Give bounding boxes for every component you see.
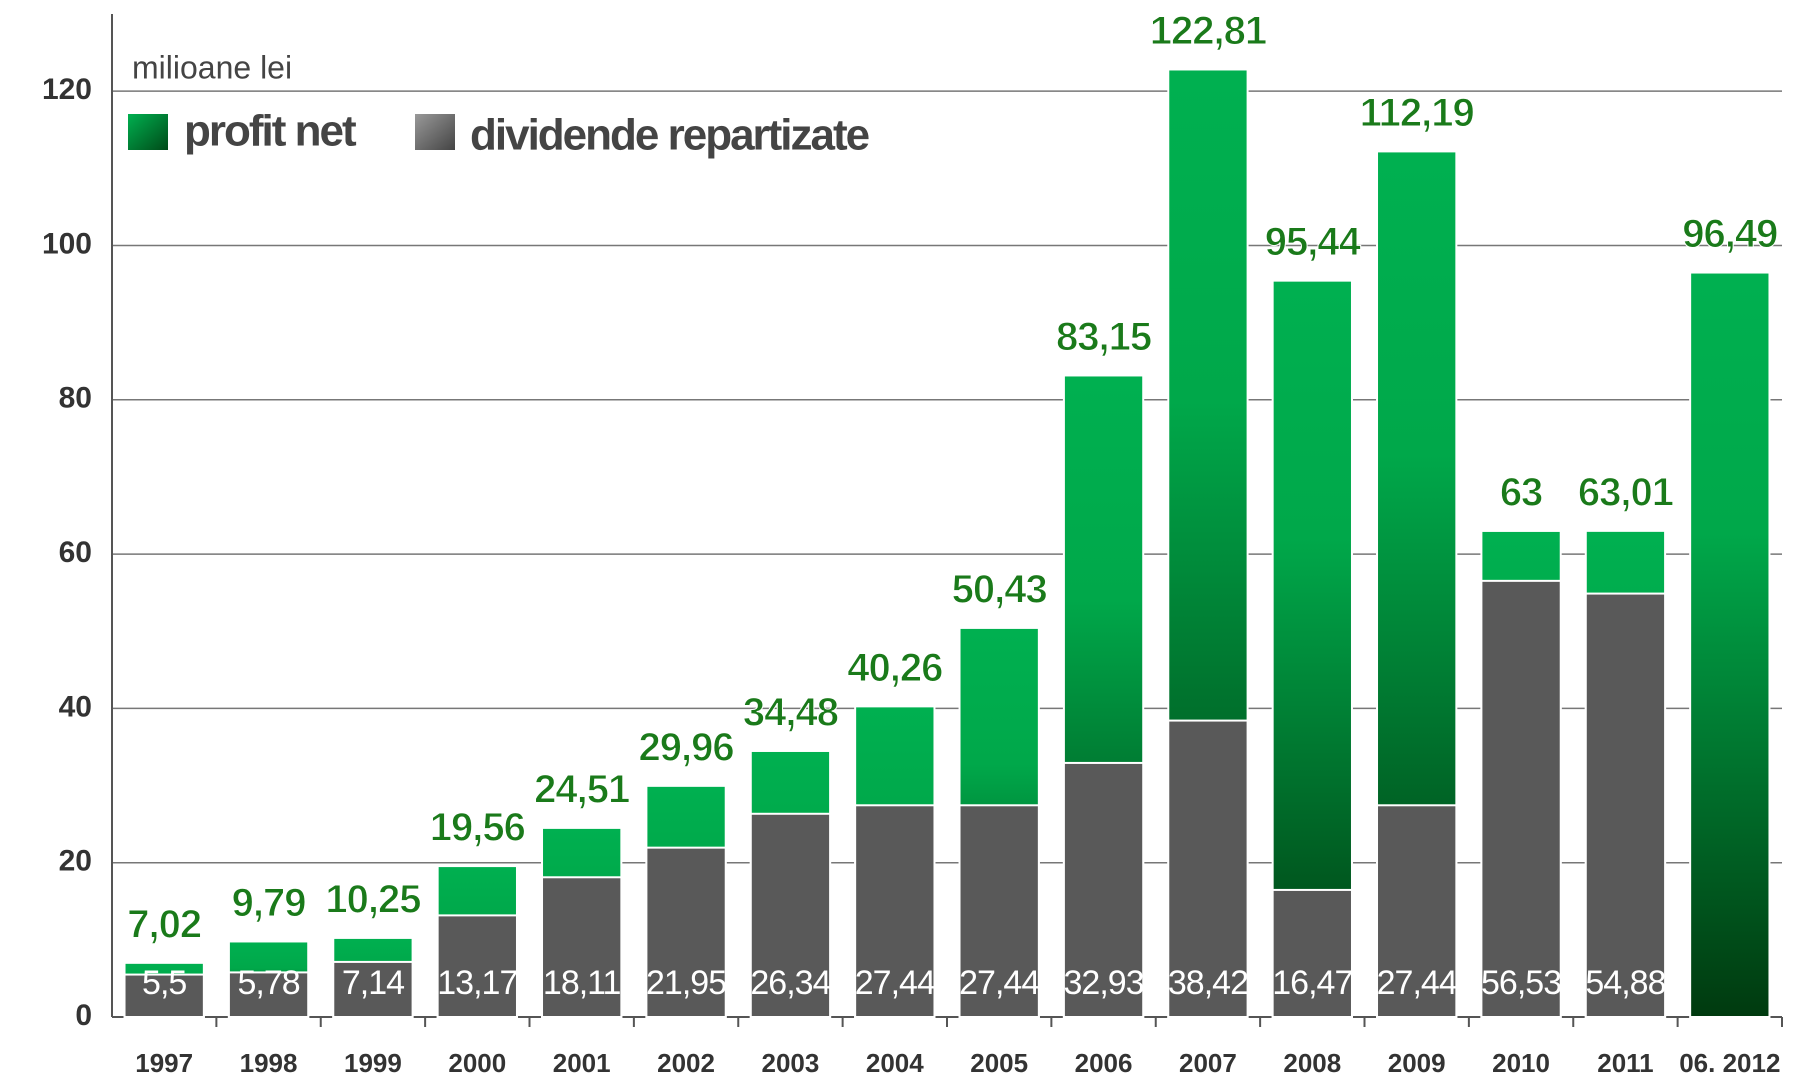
value-label: 7,02 — [127, 902, 201, 946]
y-tick-label: 0 — [75, 999, 92, 1032]
y-tick-label: 20 — [59, 845, 92, 878]
value-label: 19,56 — [430, 806, 525, 850]
value-label: 16,47 — [1272, 964, 1352, 1002]
x-tick-label: 2008 — [1283, 1048, 1341, 1078]
bar — [436, 914, 518, 1018]
y-tick-label: 40 — [59, 690, 92, 723]
bar — [1480, 579, 1562, 1018]
bar — [1376, 804, 1458, 1019]
legend-label: dividende repartizate — [470, 111, 869, 160]
value-label: 112,19 — [1360, 91, 1474, 135]
legend-swatch — [128, 114, 168, 150]
value-label: 9,79 — [232, 881, 306, 925]
x-tick-label: 1999 — [344, 1048, 402, 1078]
value-label: 10,25 — [325, 877, 421, 921]
value-label: 63,01 — [1578, 470, 1674, 514]
x-tick-label: 2003 — [762, 1048, 820, 1078]
value-label: 13,17 — [437, 964, 517, 1002]
bar — [1584, 592, 1667, 1019]
value-label: 34,48 — [743, 691, 839, 735]
value-label: 5,5 — [142, 964, 186, 1002]
bar — [958, 804, 1040, 1019]
value-label: 5,78 — [237, 964, 299, 1002]
legend-swatch — [415, 114, 455, 150]
y-tick-label: 100 — [42, 227, 92, 260]
bar — [1271, 888, 1353, 1018]
bar — [1689, 271, 1771, 1018]
value-label: 24,51 — [534, 767, 630, 811]
value-label: 38,42 — [1168, 964, 1248, 1002]
value-label: 21,95 — [646, 964, 726, 1002]
x-tick-label: 2004 — [866, 1048, 924, 1078]
value-label: 27,44 — [855, 964, 935, 1002]
bar — [749, 812, 832, 1019]
value-label: 27,44 — [1377, 964, 1457, 1002]
value-label: 56,53 — [1481, 964, 1561, 1002]
value-label: 50,43 — [952, 567, 1047, 611]
value-label: 83,15 — [1056, 315, 1152, 359]
x-tick-label: 2009 — [1388, 1048, 1446, 1078]
x-tick-label: 1997 — [135, 1048, 193, 1078]
value-label: 7,14 — [342, 964, 404, 1002]
value-label: 54,88 — [1585, 964, 1665, 1002]
bar — [854, 804, 936, 1019]
bar — [123, 973, 205, 1018]
y-tick-label: 120 — [42, 73, 92, 106]
legend-label: profit net — [184, 107, 357, 156]
value-label: 40,26 — [847, 646, 942, 690]
value-label: 95,44 — [1265, 220, 1362, 264]
value-label: 32,93 — [1064, 964, 1144, 1002]
y-tick-label: 60 — [59, 536, 92, 569]
bar — [332, 960, 414, 1019]
value-label: 27,44 — [959, 964, 1039, 1002]
bar — [227, 971, 310, 1019]
x-tick-label: 06. 2012 — [1679, 1048, 1780, 1078]
x-tick-label: 2007 — [1179, 1048, 1237, 1078]
value-label: 96,49 — [1682, 212, 1777, 256]
y-axis-label: milioane lei — [132, 49, 292, 85]
x-tick-label: 2006 — [1075, 1048, 1133, 1078]
value-label: 29,96 — [639, 725, 734, 769]
value-label: 122,81 — [1150, 9, 1267, 53]
value-label: 26,34 — [750, 964, 830, 1002]
x-tick-label: 2011 — [1597, 1048, 1653, 1078]
x-tick-label: 1998 — [240, 1048, 298, 1078]
x-tick-label: 2000 — [448, 1048, 506, 1078]
y-tick-label: 80 — [59, 382, 92, 415]
x-tick-label: 2005 — [970, 1048, 1028, 1078]
bar — [645, 846, 727, 1018]
x-tick-label: 2001 — [553, 1048, 611, 1078]
x-tick-label: 2002 — [657, 1048, 715, 1078]
bar — [1167, 719, 1249, 1019]
value-label: 63 — [1500, 470, 1543, 514]
bar — [1062, 761, 1145, 1018]
value-label: 18,11 — [543, 964, 621, 1002]
x-tick-label: 2010 — [1492, 1048, 1550, 1078]
bar — [541, 876, 623, 1019]
